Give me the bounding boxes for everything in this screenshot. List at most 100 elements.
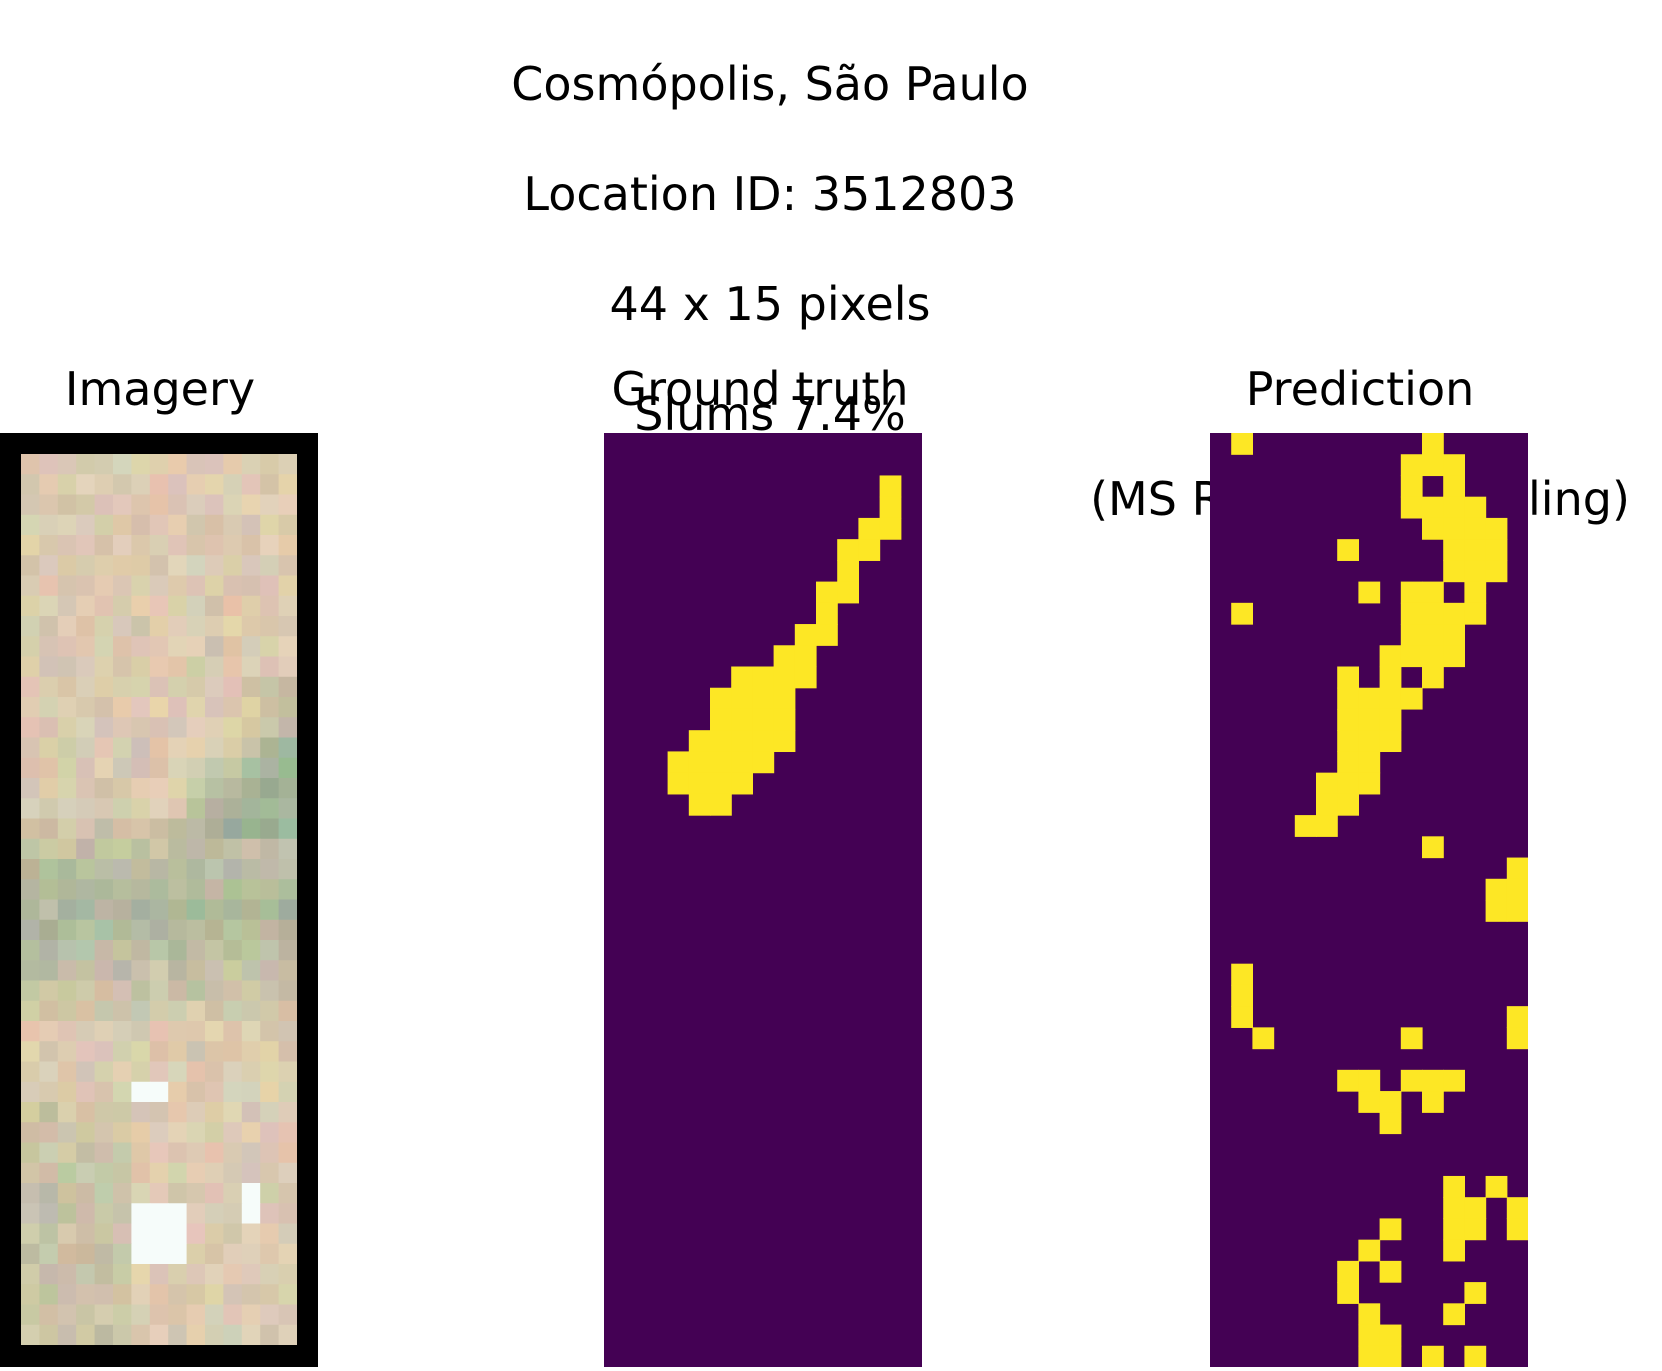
imagery-pixel bbox=[149, 838, 169, 860]
imagery-pixel bbox=[168, 1183, 188, 1204]
imagery-pixel bbox=[131, 1122, 151, 1144]
imagery-pixel bbox=[57, 1081, 77, 1103]
imagery-pixel bbox=[131, 1162, 151, 1184]
imagery-pixel bbox=[278, 879, 297, 901]
imagery-pixel bbox=[241, 1243, 261, 1265]
imagery-pixel bbox=[149, 940, 169, 961]
prediction-slum-pixel bbox=[1422, 496, 1444, 519]
imagery-pixel bbox=[241, 697, 261, 718]
imagery-pixel bbox=[223, 454, 243, 475]
imagery-pixel bbox=[205, 535, 224, 556]
imagery-pixel bbox=[205, 980, 224, 1002]
imagery-pixel bbox=[223, 838, 243, 860]
imagery-pixel bbox=[186, 838, 206, 860]
imagery-pixel bbox=[223, 535, 243, 556]
imagery-pixel bbox=[113, 1122, 132, 1144]
imagery-pixel bbox=[39, 1102, 59, 1123]
prediction-slum-pixel bbox=[1358, 708, 1381, 731]
imagery-pixel bbox=[57, 514, 77, 536]
imagery-pixel bbox=[21, 859, 40, 880]
imagery-pixel bbox=[168, 636, 188, 658]
imagery-pixel bbox=[205, 1041, 224, 1063]
prediction-slum-pixel bbox=[1231, 984, 1253, 1007]
imagery-pixel bbox=[76, 1041, 96, 1063]
prediction-slum-pixel bbox=[1337, 730, 1359, 753]
imagery-pixel bbox=[21, 474, 40, 496]
imagery-pixel bbox=[131, 676, 151, 698]
imagery-pixel bbox=[113, 1183, 132, 1204]
imagery-pixel bbox=[113, 859, 132, 880]
imagery-pixel bbox=[39, 1223, 59, 1245]
imagery-pixel bbox=[21, 879, 40, 901]
imagery-pixel bbox=[278, 818, 297, 840]
imagery-pixel bbox=[205, 494, 224, 516]
imagery-pixel bbox=[186, 980, 206, 1002]
imagery-pixel bbox=[278, 636, 297, 658]
imagery-pixel bbox=[39, 859, 59, 880]
imagery-pixel bbox=[205, 1183, 224, 1204]
imagery-pixel bbox=[113, 1102, 132, 1123]
imagery-pixel bbox=[57, 1142, 77, 1164]
imagery-pixel bbox=[131, 717, 151, 739]
imagery-pixel bbox=[241, 879, 261, 901]
imagery-pixel bbox=[113, 838, 132, 860]
imagery-pixel bbox=[278, 1081, 297, 1103]
imagery-pixel bbox=[168, 1284, 188, 1306]
imagery-pixel bbox=[223, 1284, 243, 1306]
imagery-pixel bbox=[205, 616, 224, 637]
imagery-pixel bbox=[168, 676, 188, 698]
imagery-pixel bbox=[260, 1000, 280, 1022]
imagery-pixel bbox=[131, 1061, 151, 1083]
imagery-pixel bbox=[21, 1324, 40, 1345]
imagery-pixel bbox=[57, 798, 77, 820]
imagery-pixel bbox=[149, 1041, 169, 1063]
prediction-slum-pixel bbox=[1337, 1260, 1359, 1283]
imagery-pixel bbox=[186, 616, 206, 637]
imagery-pixel bbox=[278, 899, 297, 921]
imagery-pixel bbox=[241, 737, 261, 759]
imagery-pixel bbox=[223, 1243, 243, 1265]
imagery-pixel bbox=[39, 514, 59, 536]
imagery-pixel bbox=[241, 778, 261, 799]
imagery-pixel bbox=[278, 1061, 297, 1083]
imagery-pixel bbox=[223, 919, 243, 941]
imagery-pixel bbox=[260, 879, 280, 901]
imagery-pixel bbox=[94, 1000, 114, 1022]
imagery-pixel bbox=[241, 1000, 261, 1022]
imagery-pixel bbox=[278, 1243, 297, 1265]
imagery-pixel bbox=[186, 656, 206, 678]
imagery-pixel bbox=[223, 818, 243, 840]
imagery-pixel bbox=[260, 757, 280, 779]
imagery-pixel bbox=[241, 980, 261, 1002]
imagery-pixel bbox=[260, 555, 280, 577]
imagery-pixel bbox=[39, 656, 59, 678]
imagery-pixel bbox=[21, 595, 40, 617]
imagery-pixel bbox=[131, 859, 151, 880]
prediction-slum-pixel bbox=[1231, 433, 1253, 455]
imagery-pixel bbox=[186, 1061, 206, 1083]
imagery-pixel bbox=[205, 676, 224, 698]
imagery-pixel bbox=[94, 1081, 114, 1103]
imagery-pixel bbox=[57, 1203, 77, 1225]
ground-truth-slum-pixel bbox=[710, 708, 732, 731]
imagery-pixel bbox=[186, 778, 206, 799]
imagery-pixel bbox=[113, 575, 132, 597]
figure-title: Cosmópolis, São Paulo Location ID: 35128… bbox=[440, 2, 1100, 497]
imagery-pixel bbox=[21, 899, 40, 921]
prediction-slum-pixel bbox=[1443, 560, 1465, 583]
prediction-slum-pixel bbox=[1485, 900, 1508, 922]
imagery-pixel bbox=[94, 1122, 114, 1144]
prediction-slum-pixel bbox=[1464, 496, 1487, 519]
imagery-pixel bbox=[168, 697, 188, 718]
ground-truth-slum-pixel bbox=[731, 687, 753, 710]
imagery-pixel bbox=[57, 919, 77, 941]
imagery-pixel bbox=[260, 514, 280, 536]
prediction-slum-pixel bbox=[1400, 687, 1423, 710]
imagery-pixel bbox=[21, 676, 40, 698]
imagery-pixel bbox=[260, 535, 280, 556]
ground-truth-slum-pixel bbox=[879, 496, 902, 519]
imagery-pixel bbox=[260, 899, 280, 921]
prediction-slum-pixel bbox=[1316, 793, 1338, 816]
imagery-pixel bbox=[241, 1284, 261, 1306]
imagery-pixel bbox=[21, 1264, 40, 1285]
